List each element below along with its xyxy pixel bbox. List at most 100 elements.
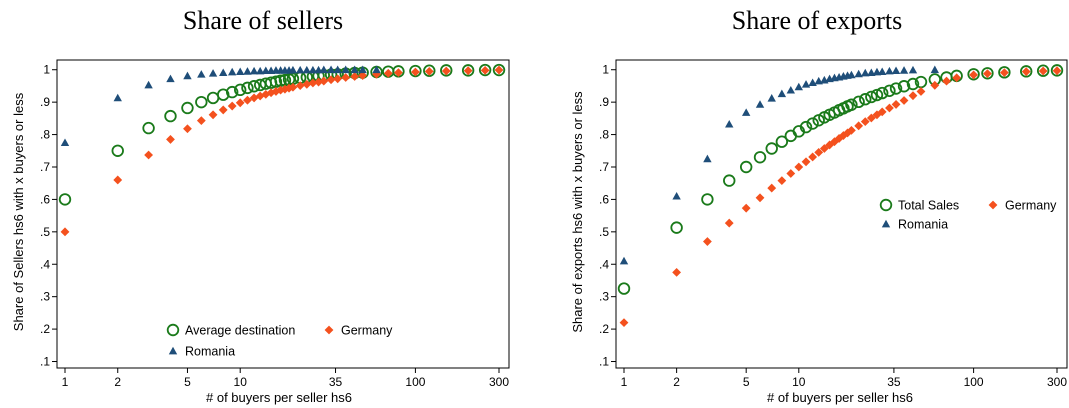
data-point (288, 82, 298, 92)
data-point (1036, 64, 1050, 77)
data-point (786, 169, 796, 178)
data-point (492, 63, 506, 77)
x-tick-label: 100 (405, 375, 425, 389)
data-point (1050, 64, 1064, 77)
data-point (423, 64, 436, 77)
data-point (619, 318, 629, 328)
data-point (672, 267, 682, 277)
series-total-sales (617, 64, 1064, 295)
y-tick-label: .4 (40, 257, 50, 271)
data-point (847, 70, 856, 79)
data-point (60, 138, 70, 147)
data-point (723, 174, 736, 187)
data-point (269, 75, 283, 88)
data-point (967, 68, 980, 81)
data-point (899, 96, 909, 105)
y-tick-label: .9 (599, 95, 609, 109)
data-point (794, 82, 803, 91)
data-point (144, 80, 153, 89)
x-tick-label: 35 (329, 375, 343, 389)
data-point (981, 67, 994, 80)
data-point (814, 148, 824, 157)
data-point (852, 95, 865, 109)
data-point (234, 83, 247, 97)
data-point (741, 203, 751, 213)
y-tick-label: .6 (40, 192, 50, 206)
data-point (308, 78, 318, 88)
legend-label: Average destination (185, 324, 295, 338)
legend: Average destination Germany Romania (166, 324, 393, 359)
data-point (350, 72, 360, 81)
y-tick-label: .5 (599, 225, 609, 239)
data-point (58, 193, 72, 206)
data-point (860, 117, 870, 126)
data-point (876, 86, 889, 100)
data-point (225, 85, 239, 99)
data-point (883, 84, 896, 98)
data-point (777, 176, 787, 186)
data-point (703, 237, 712, 246)
data-point (280, 84, 290, 94)
data-point (969, 70, 978, 80)
y-tick-label: .7 (40, 160, 50, 174)
data-point (877, 107, 887, 117)
legend-marker (881, 219, 891, 228)
data-point (441, 66, 451, 76)
data-point (271, 87, 281, 96)
chart-title: Share of exports (732, 6, 902, 35)
data-point (480, 65, 490, 75)
data-point (701, 193, 714, 206)
data-point (206, 91, 220, 105)
data-point (218, 105, 228, 115)
x-tick-label: 10 (234, 375, 248, 389)
data-point (302, 79, 312, 89)
y-tick-label: .4 (599, 257, 609, 271)
data-point (227, 101, 237, 111)
data-point (1038, 66, 1048, 76)
data-point (326, 65, 336, 74)
data-point (801, 157, 811, 167)
data-point (861, 68, 870, 77)
data-point (113, 175, 123, 185)
data-point (208, 110, 218, 120)
data-point (208, 69, 218, 77)
data-point (411, 67, 420, 77)
y-tick-label: 1 (602, 63, 609, 77)
data-point (183, 124, 192, 134)
data-point (247, 80, 261, 93)
data-point (424, 66, 434, 76)
data-point (843, 128, 852, 138)
data-point (333, 74, 343, 84)
y-tick-label: .8 (599, 128, 609, 142)
data-point (249, 66, 259, 75)
data-point (288, 65, 298, 74)
data-point (111, 144, 124, 157)
legend-marker (988, 200, 998, 210)
data-point (197, 70, 206, 78)
data-point (866, 113, 876, 123)
y-tick-label: .5 (40, 225, 50, 239)
data-point (908, 91, 918, 101)
y-tick-label: .1 (599, 355, 609, 369)
data-point (755, 193, 765, 203)
x-tick-label: 1 (62, 375, 69, 389)
data-point (1021, 67, 1031, 77)
panel-share-of-sellers: Share of sellers # of buyers per seller … (11, 6, 510, 405)
data-point (808, 152, 818, 162)
data-point (916, 87, 926, 96)
x-tick-label: 100 (964, 375, 984, 389)
data-point (799, 120, 813, 134)
y-tick-label: .2 (40, 322, 50, 336)
data-point (308, 65, 318, 74)
data-point (463, 66, 473, 76)
data-point (302, 65, 312, 74)
x-axis-label: # of buyers per seller hs6 (206, 390, 352, 405)
data-point (394, 68, 403, 78)
data-point (819, 144, 829, 153)
data-point (183, 71, 192, 80)
data-point (854, 121, 864, 131)
data-point (767, 94, 776, 102)
series-romania (60, 65, 381, 147)
data-point (440, 64, 453, 77)
